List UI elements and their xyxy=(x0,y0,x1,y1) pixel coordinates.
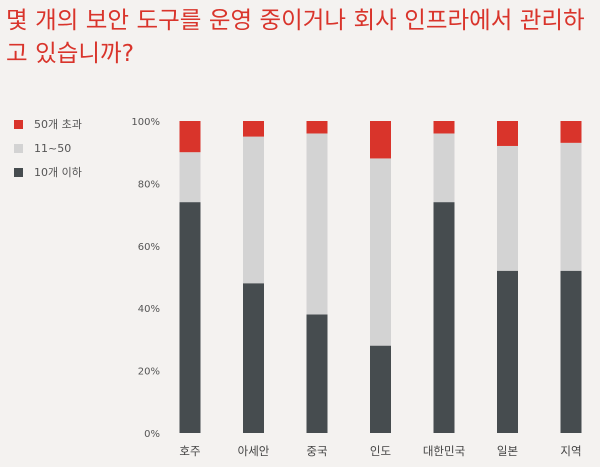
bar-segment xyxy=(560,121,582,143)
x-category-label: 호주 xyxy=(179,444,200,458)
bar-segment xyxy=(497,121,518,146)
bar-segment xyxy=(433,133,455,203)
legend: 50개 초과 11~50 10개 이하 xyxy=(14,112,82,184)
bar-segment xyxy=(179,152,201,203)
x-category-label: 지역 xyxy=(560,444,581,458)
bar-segment xyxy=(243,121,264,137)
bar-segment xyxy=(560,142,582,271)
bar-segment xyxy=(306,314,328,433)
bar-segment xyxy=(370,121,391,159)
bar-segment xyxy=(243,283,264,433)
x-category-label: 인도 xyxy=(370,444,391,458)
bar-segment xyxy=(560,270,582,433)
legend-item-10-or-less: 10개 이하 xyxy=(14,160,82,184)
legend-label-11-50: 11~50 xyxy=(34,141,72,155)
bar-segment xyxy=(433,121,455,134)
x-category-label: 중국 xyxy=(306,444,327,458)
legend-item-11-50: 11~50 xyxy=(14,136,82,160)
legend-swatch-over-50 xyxy=(14,119,23,129)
y-tick-label: 80% xyxy=(138,179,160,190)
y-tick-label: 20% xyxy=(138,367,160,378)
bar-segment xyxy=(179,121,201,153)
y-tick-label: 100% xyxy=(131,117,160,128)
legend-label-10-or-less: 10개 이하 xyxy=(34,166,82,179)
bar-segment xyxy=(370,345,391,433)
bar-segment xyxy=(497,145,518,271)
legend-swatch-11-50 xyxy=(14,143,23,153)
bar-segment xyxy=(370,158,391,346)
chart-title: 몇 개의 보안 도구를 운영 중이거나 회사 인프라에서 관리하고 있습니까? xyxy=(6,6,585,67)
bar-segment xyxy=(243,136,264,284)
bar-segment xyxy=(306,133,328,315)
y-tick-label: 60% xyxy=(138,242,160,253)
x-category-label: 일본 xyxy=(497,444,518,458)
bar-segment xyxy=(433,202,455,433)
x-category-label: 대한민국 xyxy=(423,444,465,458)
bar-segment xyxy=(179,202,201,433)
bar-segment xyxy=(497,270,518,433)
legend-swatch-10-or-less xyxy=(14,167,23,177)
legend-item-over-50: 50개 초과 xyxy=(14,112,82,136)
bar-segment xyxy=(306,121,328,134)
x-category-label: 아세안 xyxy=(238,444,270,458)
y-tick-label: 40% xyxy=(138,304,160,315)
y-tick-label: 0% xyxy=(144,429,160,440)
legend-label-over-50: 50개 초과 xyxy=(34,118,82,131)
